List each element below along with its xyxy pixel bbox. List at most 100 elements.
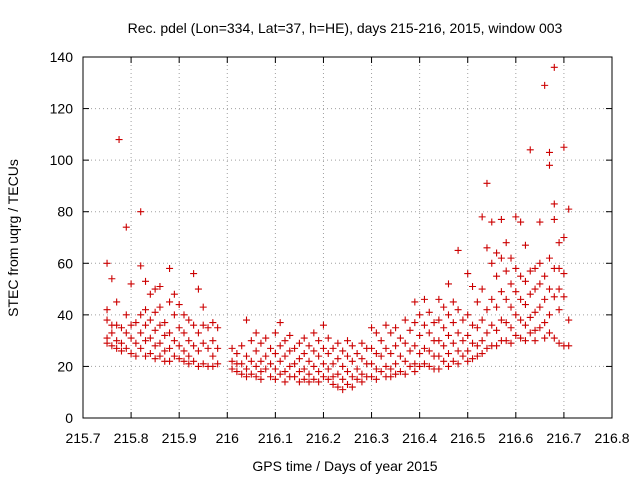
data-point [425,329,433,337]
data-point [319,373,327,381]
data-point [108,275,116,283]
data-point [286,331,294,339]
data-point [512,288,520,296]
data-point [517,334,525,342]
data-point [454,246,462,254]
data-point [108,329,116,337]
data-point [531,308,539,316]
data-point [444,362,452,370]
data-point [281,352,289,360]
data-point [565,342,573,350]
data-point [146,316,154,324]
data-point [113,298,121,306]
data-point [560,143,568,151]
data-point [377,352,385,360]
data-point [550,293,558,301]
data-point [199,321,207,329]
data-point [142,277,150,285]
data-point [334,355,342,363]
data-point [392,324,400,332]
data-point [276,370,284,378]
data-point [146,350,154,358]
data-point [233,368,241,376]
data-point [406,326,414,334]
data-point [344,368,351,376]
x-tick-label: 216.1 [258,430,293,446]
data-point [344,337,351,345]
data-point [478,285,486,293]
data-point [190,342,198,350]
x-tick-label: 216.2 [306,430,341,446]
data-point [521,321,529,329]
data-point [478,350,486,358]
data-point [339,347,347,355]
data-point [132,352,140,360]
data-point [555,306,563,314]
data-point [295,355,303,363]
data-point [372,365,380,373]
data-point [435,365,443,373]
data-point [545,311,553,319]
data-point [252,329,260,337]
data-point [420,321,428,329]
data-point [199,339,207,347]
data-point [334,339,342,347]
data-point [517,218,525,226]
data-point [166,298,174,306]
data-point [310,347,318,355]
data-point [122,311,130,319]
data-point [137,344,145,352]
data-point [526,329,534,337]
x-tick-label: 216.3 [354,430,389,446]
data-point [156,303,164,311]
data-point [488,218,496,226]
data-point [541,334,549,342]
data-point [271,375,279,383]
x-tick-label: 216.7 [546,430,581,446]
y-tick-label: 40 [57,307,73,323]
data-point [194,347,202,355]
data-point [488,259,496,267]
data-point [271,350,279,358]
data-point [190,357,198,365]
data-point [545,254,553,262]
data-point [392,370,400,378]
data-point [387,365,395,373]
data-point [353,350,361,358]
data-point [526,313,534,321]
data-point [488,321,496,329]
data-point [324,350,332,358]
data-point [151,285,159,293]
data-point [281,368,289,376]
data-point [156,352,164,360]
data-point [267,344,275,352]
data-point [497,316,505,324]
data-point [137,262,145,270]
y-tick-labels: 0 20 40 60 80 100 120 140 [50,49,74,426]
data-point [507,324,515,332]
data-point [185,352,193,360]
data-point [502,267,510,275]
data-point [137,208,145,216]
data-point [214,324,222,332]
data-point [464,331,472,339]
data-point [368,360,376,368]
data-point [305,357,313,365]
data-point [560,234,568,241]
data-point [372,329,380,337]
data-point [449,339,457,347]
data-point [295,368,303,376]
data-point [329,360,337,368]
data-point [348,373,356,381]
data-point [319,344,327,352]
data-point [305,370,313,378]
data-point [536,218,544,226]
data-point [170,290,178,298]
data-point [209,352,217,360]
data-point [555,239,563,247]
data-point [521,301,529,309]
data-point [170,311,178,319]
data-point [411,298,419,306]
data-point [401,357,409,365]
data-point [276,319,284,327]
